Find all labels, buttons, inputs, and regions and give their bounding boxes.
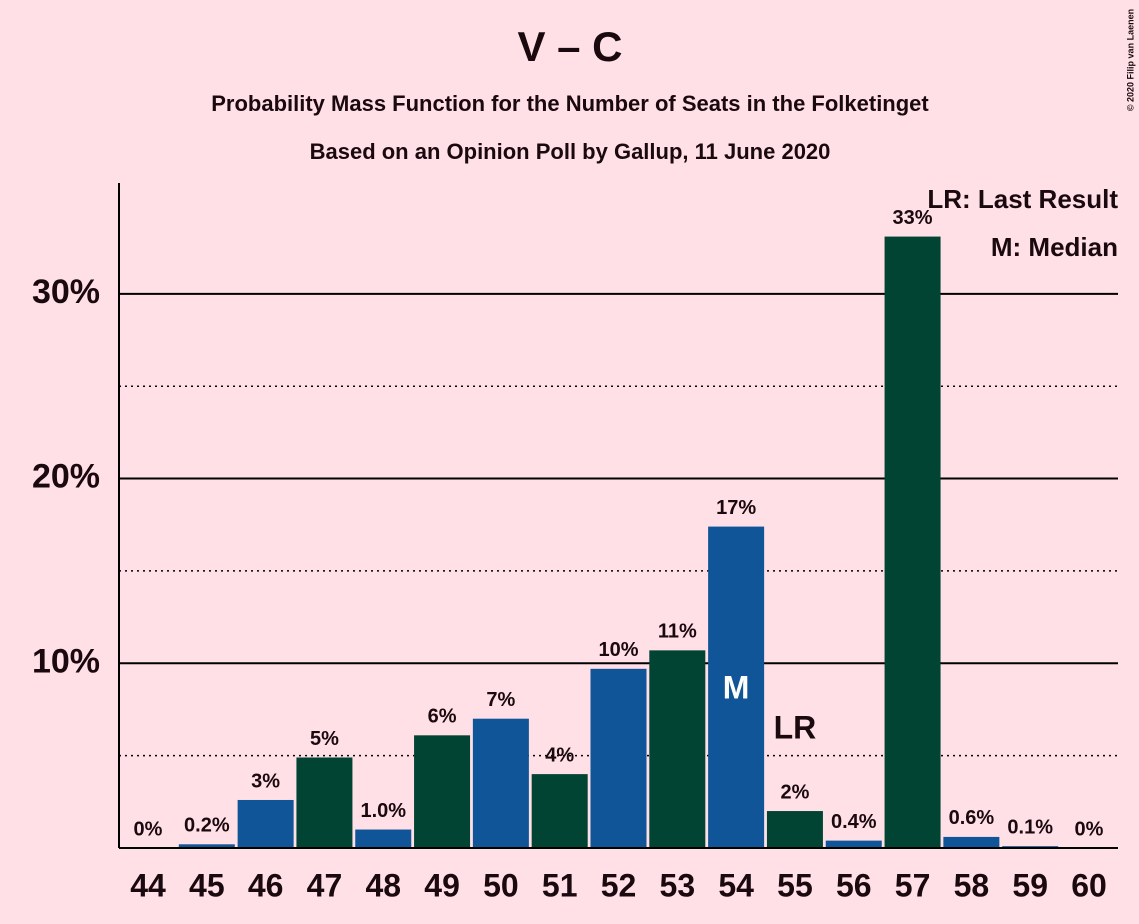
- x-tick-label: 44: [130, 867, 166, 903]
- x-tick-label: 51: [542, 867, 578, 903]
- value-label: 0.2%: [184, 815, 230, 837]
- bar: [237, 799, 294, 848]
- legend-entry: LR: Last Result: [927, 184, 1118, 214]
- x-tick-label: 57: [895, 867, 931, 903]
- x-tick-label: 54: [718, 867, 754, 903]
- x-tick-label: 59: [1012, 867, 1048, 903]
- value-label: 4%: [545, 744, 574, 766]
- value-label: 7%: [486, 689, 515, 711]
- x-tick-label: 58: [954, 867, 990, 903]
- x-tick-label: 48: [365, 867, 401, 903]
- chart-subtitle: Probability Mass Function for the Number…: [211, 91, 929, 116]
- x-tick-label: 50: [483, 867, 519, 903]
- value-label: 5%: [310, 728, 339, 750]
- value-label: 33%: [893, 207, 933, 229]
- value-label: 0.1%: [1007, 816, 1053, 838]
- y-tick-label: 10%: [32, 642, 100, 680]
- chart-title: V – C: [517, 23, 622, 70]
- chart-subtitle: Based on an Opinion Poll by Gallup, 11 J…: [310, 139, 831, 164]
- value-label: 0%: [1075, 818, 1104, 840]
- bar: [943, 836, 1000, 848]
- bar: [884, 236, 941, 848]
- x-tick-label: 47: [307, 867, 343, 903]
- bar: [472, 718, 529, 848]
- median-marker: M: [723, 669, 750, 705]
- bar: [590, 668, 647, 848]
- x-tick-label: 56: [836, 867, 872, 903]
- x-tick-label: 52: [601, 867, 637, 903]
- x-tick-label: 55: [777, 867, 813, 903]
- value-label: 2%: [780, 781, 809, 803]
- bar: [708, 526, 765, 848]
- x-tick-label: 60: [1071, 867, 1107, 903]
- bar: [649, 650, 706, 848]
- copyright: © 2020 Filip van Laenen: [1125, 9, 1135, 111]
- bar: [531, 774, 588, 848]
- bar: [766, 811, 823, 848]
- bar: [355, 829, 412, 848]
- last-result-marker: LR: [774, 709, 817, 745]
- bar: [414, 735, 471, 848]
- value-label: 0%: [134, 818, 163, 840]
- bar: [178, 844, 235, 848]
- bar: [296, 757, 353, 848]
- value-label: 11%: [658, 621, 697, 643]
- value-label: 3%: [251, 770, 280, 792]
- y-tick-label: 30%: [32, 273, 100, 311]
- value-label: 0.4%: [831, 811, 877, 833]
- value-label: 6%: [428, 706, 457, 728]
- x-tick-label: 49: [424, 867, 460, 903]
- value-label: 0.6%: [949, 807, 995, 829]
- value-label: 10%: [598, 639, 638, 661]
- y-tick-label: 20%: [32, 458, 100, 496]
- value-label: 17%: [716, 497, 756, 519]
- legend-entry: M: Median: [991, 232, 1118, 262]
- x-tick-label: 46: [248, 867, 284, 903]
- x-tick-label: 45: [189, 867, 225, 903]
- bar: [825, 840, 882, 848]
- x-tick-label: 53: [660, 867, 696, 903]
- value-label: 1.0%: [360, 800, 406, 822]
